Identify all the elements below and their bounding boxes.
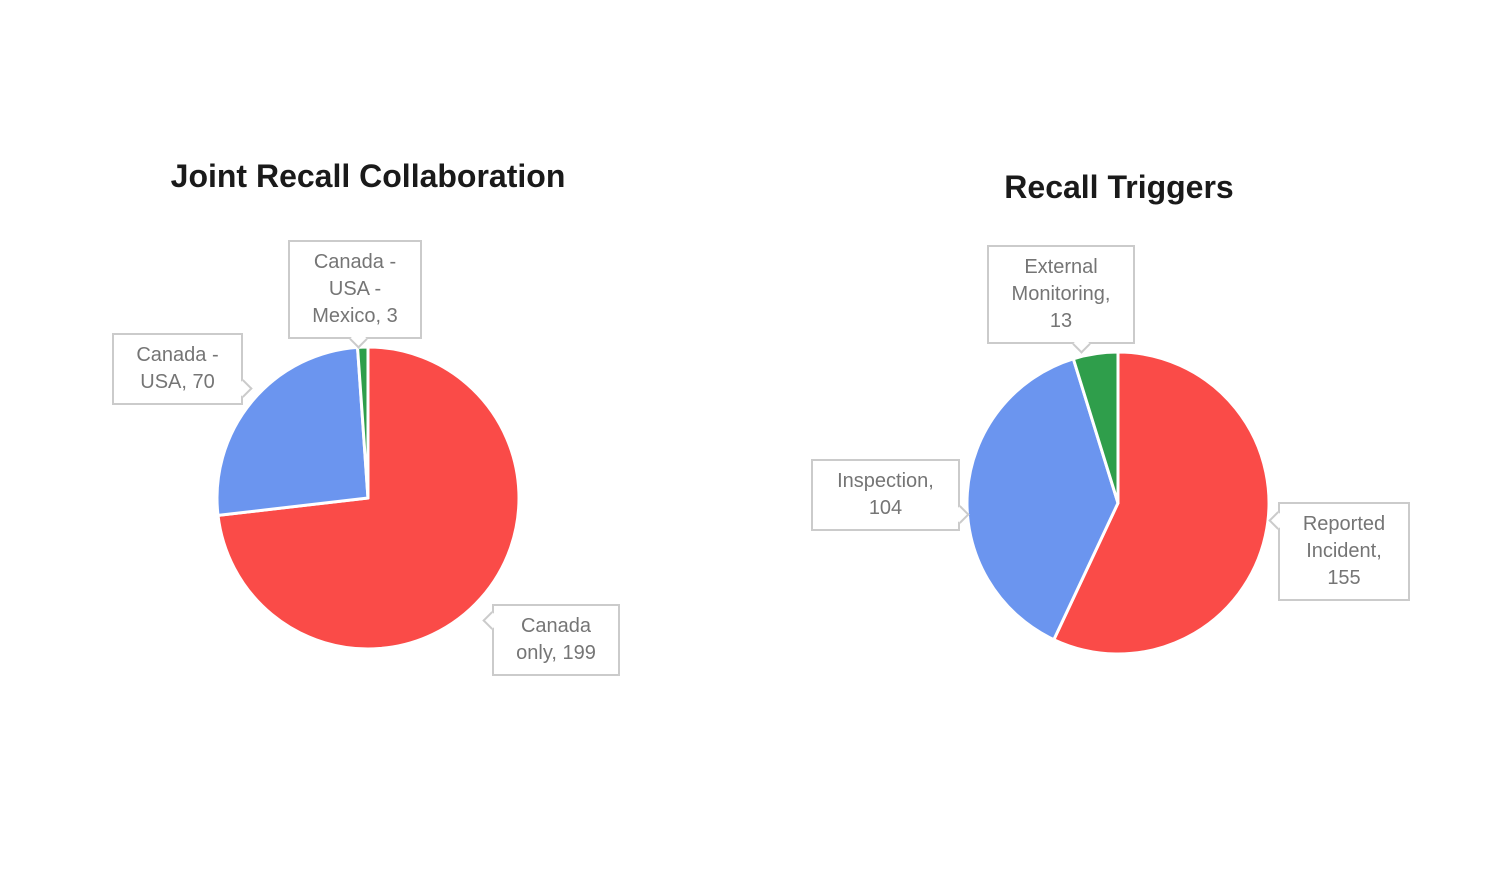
callout-external-monitoring: External Monitoring, 13 — [987, 245, 1135, 354]
callout-line: 104 — [868, 497, 903, 519]
callout-line: 13 — [1049, 310, 1073, 332]
callout-reported-incident: Reported Incident, 155 — [1268, 502, 1410, 601]
callout-line: USA, 70 — [140, 371, 215, 393]
callout-line: External — [1024, 256, 1098, 278]
chart-title-recall-triggers: Recall Triggers — [1004, 169, 1234, 205]
callout-canada-only: Canada only, 199 — [482, 604, 620, 676]
callout-line: Canada — [520, 615, 592, 637]
callout-line: 155 — [1327, 567, 1361, 589]
callout-line: Canada - — [136, 344, 219, 366]
pie-slice-inspection — [965, 357, 1120, 642]
callout-line: USA - — [328, 278, 382, 300]
callout-line: Reported — [1302, 513, 1386, 535]
callout-line: Monitoring, — [1011, 283, 1111, 305]
callout-line: Canada - — [313, 251, 397, 273]
callout-line: Mexico, 3 — [312, 305, 398, 327]
callout-canada-usa-mexico: Canada - USA - Mexico, 3 — [288, 240, 422, 349]
pie-slice-canada-usa — [215, 345, 370, 517]
pie-chart-recall-triggers — [965, 350, 1271, 656]
pie-chart-joint-recall-collaboration — [215, 345, 521, 651]
callout-line: only, 199 — [516, 642, 596, 664]
callout-line: Incident, — [1306, 540, 1382, 562]
pie-slice-external-monitoring — [1071, 350, 1120, 505]
callout-inspection: Inspection, 104 — [811, 459, 970, 531]
callout-canada-usa: Canada - USA, 70 — [112, 333, 253, 405]
chart-title-joint-recall-collaboration: Joint Recall Collaboration — [170, 158, 566, 194]
callout-line: Inspection, — [837, 470, 934, 492]
pie-slice-reported-incident — [1052, 350, 1271, 656]
